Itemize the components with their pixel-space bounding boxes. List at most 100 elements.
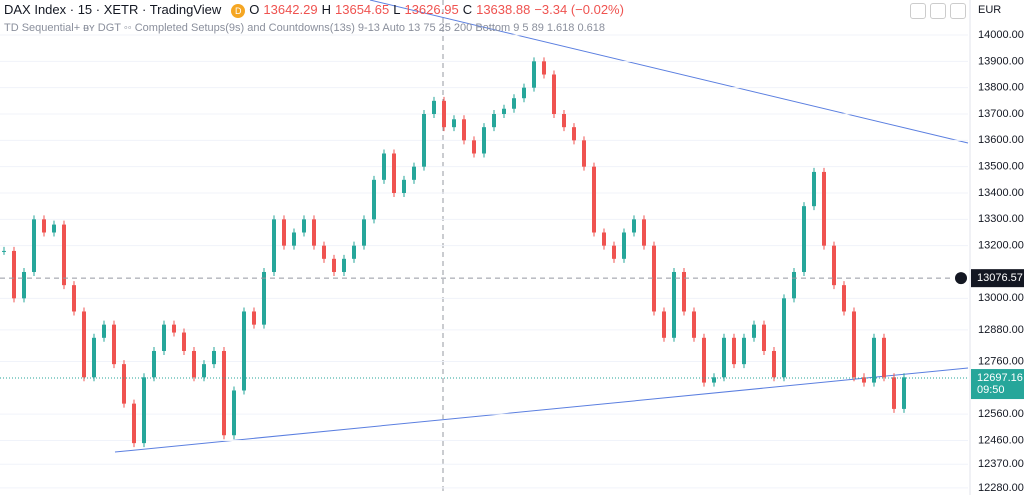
candle xyxy=(862,377,866,383)
y-tick-label: 12880.00 xyxy=(978,324,1024,336)
candle xyxy=(122,364,126,404)
candle xyxy=(812,171,816,207)
close: 13638.88 xyxy=(476,2,531,17)
candle xyxy=(152,350,156,378)
high: 13654.65 xyxy=(335,2,390,17)
candle xyxy=(752,324,756,338)
candle xyxy=(322,245,326,259)
candle xyxy=(902,377,906,409)
open: 13642.29 xyxy=(263,2,318,17)
y-tick-label: 14000.00 xyxy=(978,29,1024,41)
candle xyxy=(562,114,566,128)
y-tick-label: 13300.00 xyxy=(978,213,1024,225)
y-tick-label: 13400.00 xyxy=(978,187,1024,199)
candle xyxy=(842,285,846,312)
candle xyxy=(92,337,96,378)
h-label: H xyxy=(321,2,331,17)
candle xyxy=(732,337,736,365)
candle xyxy=(382,153,386,180)
y-tick-label: 13200.00 xyxy=(978,240,1024,252)
candle xyxy=(442,100,446,128)
candle xyxy=(362,219,366,246)
button[interactable] xyxy=(930,3,946,19)
candle xyxy=(182,332,186,351)
candle xyxy=(372,179,376,220)
candle xyxy=(772,350,776,378)
candle xyxy=(512,98,516,109)
candle xyxy=(882,337,886,378)
candle xyxy=(782,298,786,378)
candle xyxy=(722,337,726,378)
candle xyxy=(712,377,716,383)
y-tick-label: 12460.00 xyxy=(978,434,1024,446)
currency[interactable]: EUR xyxy=(978,4,1002,16)
candle xyxy=(852,311,856,378)
candle xyxy=(892,377,896,409)
candle xyxy=(392,153,396,193)
crosshair-label: 13076.57 xyxy=(977,272,1023,284)
candle xyxy=(492,114,496,128)
candle xyxy=(452,119,456,128)
candle xyxy=(72,285,76,312)
candle xyxy=(642,219,646,246)
button[interactable] xyxy=(950,3,966,19)
candle xyxy=(212,350,216,365)
candle xyxy=(62,224,66,286)
crosshair-label-bg xyxy=(971,269,1024,288)
badge: D xyxy=(231,4,246,18)
candle xyxy=(172,324,176,333)
candle xyxy=(762,324,766,351)
change: −3.34 (−0.02%) xyxy=(534,2,624,17)
trend-line xyxy=(369,0,969,144)
indicator: TD Sequential+ ᴃʏ DGT ◦◦ Completed Setup… xyxy=(4,22,605,34)
candle xyxy=(552,74,556,115)
candle xyxy=(692,311,696,338)
candle xyxy=(622,232,626,259)
candle xyxy=(422,114,426,167)
candle xyxy=(12,250,16,299)
candle xyxy=(632,219,636,233)
low: 13626.95 xyxy=(404,2,459,17)
legend: DAX Index · 15 · XETR · TradingView D O 136… xyxy=(4,2,628,18)
candle xyxy=(572,127,576,141)
candle xyxy=(282,219,286,246)
candle xyxy=(292,232,296,246)
candle xyxy=(242,311,246,391)
candle xyxy=(202,364,206,378)
c-label: C xyxy=(462,2,473,17)
candle xyxy=(682,271,686,312)
candle xyxy=(662,311,666,338)
candle xyxy=(612,245,616,259)
last-price-bg xyxy=(971,369,1024,400)
candle xyxy=(792,271,796,299)
candle xyxy=(42,219,46,233)
candle xyxy=(702,337,706,383)
candle xyxy=(302,219,306,233)
candle xyxy=(332,258,336,272)
candle xyxy=(402,179,406,193)
candle xyxy=(142,377,146,444)
candle xyxy=(432,100,436,115)
candle xyxy=(602,232,606,246)
y-tick-label: 13900.00 xyxy=(978,55,1024,67)
candle xyxy=(312,219,316,246)
candle xyxy=(192,350,196,378)
candle xyxy=(542,61,546,75)
candle xyxy=(462,119,466,141)
button[interactable] xyxy=(910,3,926,19)
y-tick-label: 12280.00 xyxy=(978,482,1024,494)
trend-line xyxy=(114,367,969,453)
candle xyxy=(582,140,586,167)
candle xyxy=(742,337,746,365)
candle xyxy=(52,224,56,233)
add-button[interactable] xyxy=(955,272,967,285)
y-tick-label: 13800.00 xyxy=(978,82,1024,94)
candle xyxy=(522,87,526,99)
candle xyxy=(822,171,826,246)
candle xyxy=(352,245,356,259)
l-label: L xyxy=(393,2,401,17)
candle xyxy=(82,311,86,378)
candle xyxy=(102,324,106,338)
candle xyxy=(232,390,236,436)
